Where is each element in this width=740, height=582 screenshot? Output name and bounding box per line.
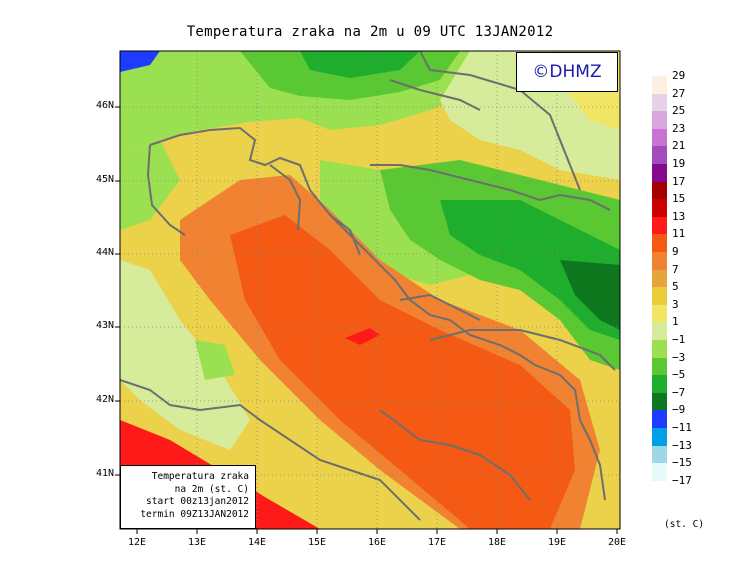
lat-label-44n: 44N	[95, 247, 114, 258]
legend-swatch	[652, 287, 667, 305]
warmest-zone-adriatic	[230, 215, 575, 529]
coastline	[120, 51, 616, 521]
legend-label: 11	[672, 227, 686, 241]
legend-label: 23	[672, 121, 686, 135]
legend-label: 21	[672, 139, 686, 153]
cold-zone-bosnia-core	[440, 200, 620, 340]
legend-label: 7	[672, 262, 679, 276]
legend-label: 17	[672, 174, 686, 188]
cold-zone-alps-core	[300, 51, 420, 78]
legend-label: −11	[672, 421, 692, 434]
legend-swatch	[652, 111, 667, 129]
lon-label-17e: 17E	[427, 537, 447, 548]
very-cold-corner	[120, 51, 160, 72]
legend-label: −15	[672, 456, 692, 470]
legend-label: −13	[672, 438, 692, 452]
lat-label-45n: 45N	[95, 174, 114, 185]
legend-swatch	[652, 146, 667, 164]
map-frame	[119, 50, 621, 530]
legend-swatch	[652, 304, 667, 323]
legend-swatch	[652, 216, 667, 235]
axis-ticks	[115, 106, 618, 534]
lon-label-20e: 20E	[607, 537, 627, 548]
legend-label: −17	[672, 473, 692, 487]
legend-swatch	[652, 181, 667, 200]
legend-label: 29	[672, 69, 686, 82]
legend-swatch	[652, 93, 667, 112]
legend-label: −1	[672, 333, 686, 346]
gridlines	[120, 51, 620, 529]
legend-swatch	[652, 357, 667, 376]
legend-label: 13	[672, 209, 686, 223]
legend-swatch	[652, 428, 667, 446]
info-line-3: start 00z13jan2012	[146, 496, 249, 507]
cold-zone-bosnia	[380, 160, 620, 370]
legend-swatch	[652, 199, 667, 217]
lon-label-19e: 19E	[547, 537, 567, 548]
legend-label: −3	[672, 350, 686, 364]
legend-label: 3	[672, 297, 679, 311]
legend-swatch	[652, 234, 667, 252]
legend-label: −9	[672, 403, 686, 417]
legend-swatch	[652, 128, 667, 147]
map-title: Temperatura zraka na 2m u 09 UTC 13JAN20…	[186, 24, 554, 40]
dhmz-logo: ©DHMZ	[516, 52, 618, 92]
lat-label-41n: 41N	[95, 468, 114, 479]
info-box: Temperatura zraka na 2m (st. C) start 00…	[120, 465, 256, 529]
lon-label-14e: 14E	[247, 537, 267, 548]
lon-label-13e: 13E	[187, 537, 207, 548]
legend-swatch	[652, 463, 667, 481]
lat-label-42n: 42N	[95, 394, 114, 405]
legend-label: 15	[672, 192, 686, 206]
legend-swatch	[652, 445, 667, 464]
legend-swatch	[652, 269, 667, 288]
legend-swatch	[652, 410, 667, 428]
info-line-4: termin 09Z13JAN2012	[140, 508, 249, 520]
legend-swatch	[652, 340, 667, 358]
hot-spot	[345, 328, 380, 345]
lon-label-15e: 15E	[307, 537, 327, 548]
legend-label: 25	[672, 104, 686, 118]
legend-swatch	[652, 252, 667, 270]
lat-label-43n: 43N	[95, 320, 114, 331]
info-line-2: na 2m (st. C)	[174, 483, 249, 495]
legend-swatch	[652, 76, 667, 94]
legend-swatch	[652, 480, 667, 499]
legend-label: 27	[672, 86, 686, 100]
lon-label-16e: 16E	[367, 537, 387, 548]
legend-label: 9	[672, 245, 679, 258]
info-line-1: Temperatura zraka	[151, 471, 249, 482]
legend-swatch	[652, 322, 667, 340]
legend-label: 1	[672, 315, 679, 329]
legend-label: −5	[672, 368, 686, 382]
legend-label: 19	[672, 157, 686, 170]
legend-swatch	[652, 164, 667, 182]
coldest-zone-bosnia	[560, 260, 620, 330]
cool-zone-apennine	[195, 340, 235, 380]
cool-zone-lika	[320, 160, 470, 285]
legend-swatch	[652, 392, 667, 411]
lon-label-12e: 12E	[127, 537, 147, 548]
legend-label: −7	[672, 385, 686, 399]
lon-label-18e: 18E	[487, 537, 507, 548]
legend-label: 5	[672, 280, 679, 294]
legend-swatch	[652, 375, 667, 393]
lat-label-46n: 46N	[95, 100, 114, 111]
legend-units: (st. C)	[664, 519, 705, 530]
mild-zone-italy	[120, 260, 250, 450]
